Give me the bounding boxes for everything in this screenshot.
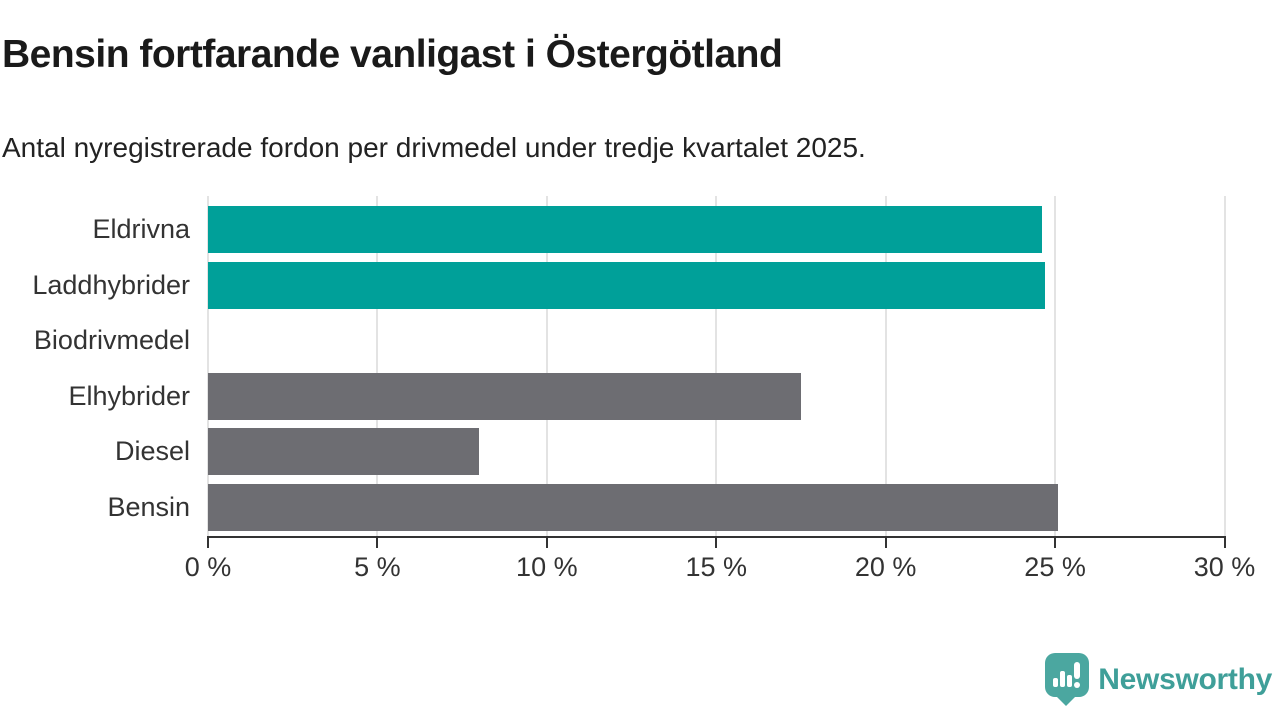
category-axis-labels: Eldrivna Laddhybrider Biodrivmedel Elhybrid… [0,196,190,537]
newsworthy-wordmark: Newsworthy [1098,662,1272,696]
gridline-10 [545,196,548,537]
bar-elhybrider [208,372,801,420]
plot-area [207,196,1226,537]
newsworthy-logo-icon [1045,653,1090,706]
x-tick-label-15: 15 % [685,552,748,582]
chart-subtitle: Antal nyregistrerade fordon per drivmede… [2,132,866,163]
gridline-15 [715,196,718,537]
category-label-diesel: Diesel [114,436,190,466]
gridline-30 [1223,196,1226,537]
category-label-laddhybrider: Laddhybrider [32,269,190,300]
gridline-25 [1054,196,1057,537]
x-tick-30 [1223,536,1226,548]
bar-eldrivna [208,206,1042,253]
x-tick-15 [715,536,718,548]
category-label-biodrivmedel: Biodrivmedel [33,325,190,355]
x-tick-20 [884,536,887,548]
x-tick-10 [545,536,548,548]
x-tick-label-20: 20 % [854,552,917,582]
bar-bensin [208,483,1059,531]
category-label-bensin: Bensin [107,491,190,522]
x-tick-0 [207,536,209,548]
x-tick-label-25: 25 % [1024,552,1086,582]
bar-diesel [208,428,480,475]
x-tick-label-10: 10 % [516,552,578,582]
x-tick-25 [1054,536,1057,548]
x-tick-label-5: 5 % [354,552,401,582]
bar-chart: Eldrivna Laddhybrider Biodrivmedel Elhybrid… [0,196,1280,596]
newsworthy-logo: Newsworthy [1045,653,1272,706]
gridline-20 [884,196,887,537]
x-tick-label-30: 30 % [1193,552,1256,582]
x-tick-5 [376,536,379,548]
gridline-5 [376,196,379,537]
category-label-elhybrider: Elhybrider [68,380,190,411]
chart-title: Bensin fortfarande vanligast i Östergötl… [2,33,783,76]
gridline-0 [207,196,209,537]
category-label-eldrivna: Eldrivna [92,214,190,244]
x-tick-label-0: 0 % [184,552,232,582]
bar-laddhybrider [208,261,1045,309]
